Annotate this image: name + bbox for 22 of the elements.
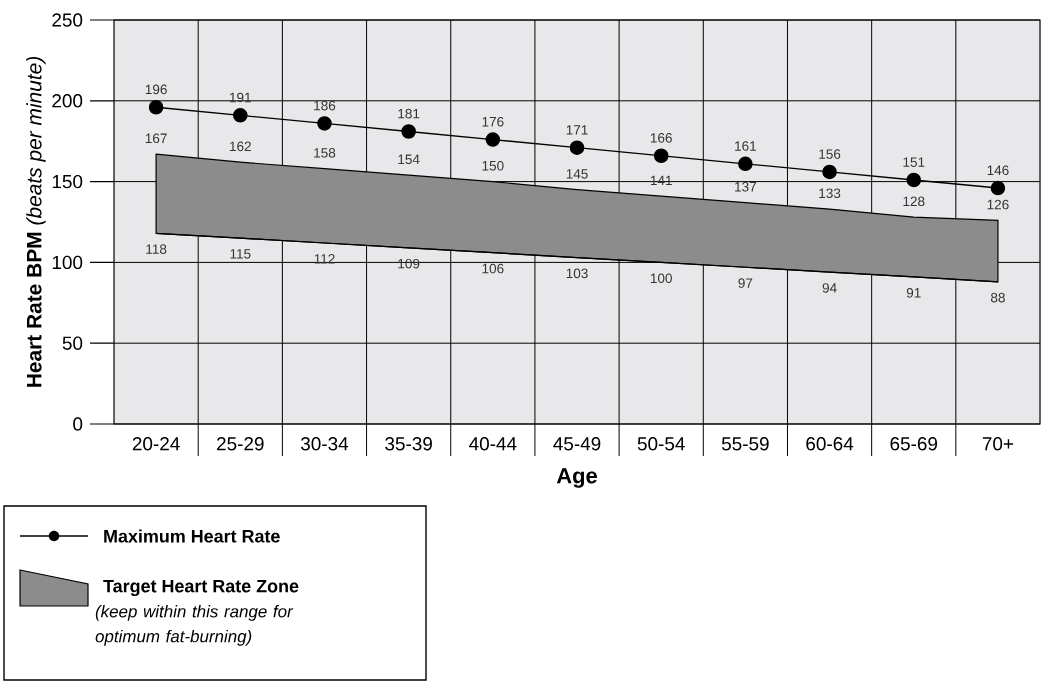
x-tick-label: 60-64	[806, 437, 854, 451]
x-tick-label: 55-59	[721, 437, 769, 451]
x-tick-label: 30-34	[300, 437, 349, 451]
y-tick-label: 100	[52, 255, 83, 270]
legend-label: Target Heart Rate Zone	[103, 579, 299, 597]
y-tick-label: 250	[52, 13, 83, 27]
text: (keep within this range for optimum fat-burning)	[95, 605, 294, 646]
x-tick-label: 45-49	[553, 437, 601, 451]
y-tick-label: 0	[73, 417, 83, 431]
y-tick-label: 50	[62, 336, 83, 350]
x-tick-label: 65-69	[890, 437, 938, 451]
x-tick-label: 20-24	[132, 437, 180, 451]
x-tick-label: 35-39	[385, 437, 432, 451]
x-tick-label: 50-54	[637, 437, 685, 451]
legend-label: Maximum Heart Rate	[104, 529, 280, 543]
x-tick-label: 70+	[982, 437, 1014, 451]
x-tick-label: 40-44	[469, 437, 517, 451]
y-tick-label: 200	[52, 94, 83, 108]
x-axis-title: Age	[556, 468, 597, 488]
y-axis-title: Heart Rate BPM (beats per minute)	[26, 57, 46, 387]
y-tick-label: 150	[52, 174, 83, 189]
x-tick-label: 25-29	[217, 437, 264, 451]
